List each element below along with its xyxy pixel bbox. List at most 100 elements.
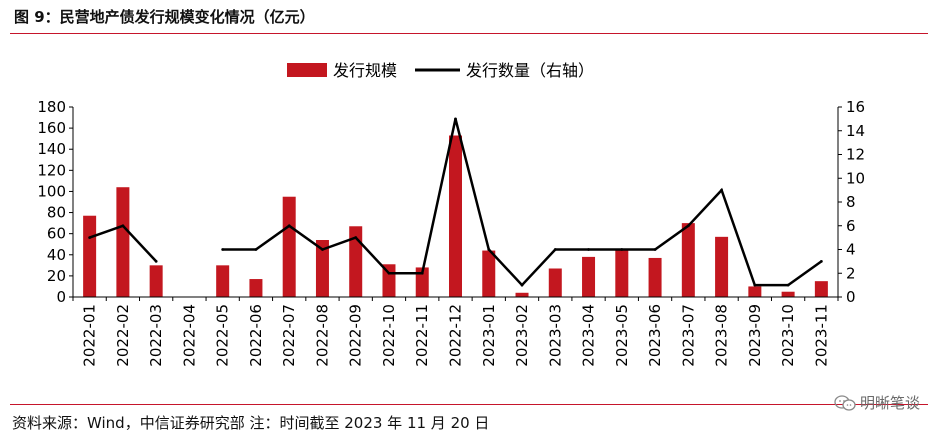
- y-right-tick-label: 8: [846, 193, 856, 211]
- y-right-tick-label: 2: [846, 264, 856, 282]
- watermark: 明晰笔谈: [834, 392, 920, 413]
- x-tick-label: 2022-11: [413, 304, 431, 367]
- bar: [315, 240, 329, 297]
- bar-series: [83, 135, 828, 297]
- y-right-tick-label: 14: [846, 122, 865, 140]
- bar: [116, 187, 130, 297]
- line-point: [487, 248, 491, 251]
- line-point: [154, 259, 158, 263]
- y-right-tick-label: 6: [846, 217, 856, 235]
- x-tick-label: 2023-04: [580, 304, 598, 367]
- bar: [681, 223, 695, 297]
- y-left-tick-label: 160: [37, 119, 66, 137]
- bar: [648, 257, 662, 297]
- line-point: [454, 117, 457, 121]
- line-point: [819, 259, 823, 263]
- bar: [715, 236, 729, 297]
- bar: [282, 196, 296, 297]
- x-tick-label: 2022-06: [247, 304, 265, 367]
- x-tick-label: 2022-09: [347, 304, 365, 367]
- bar: [249, 279, 263, 297]
- legend-bar-swatch: [287, 63, 327, 77]
- y-right-tick-label: 12: [846, 146, 865, 164]
- line-point: [653, 248, 657, 251]
- x-tick-label: 2022-04: [180, 304, 198, 367]
- legend-bar-label: 发行规模: [333, 61, 397, 80]
- x-tick-label: 2022-08: [313, 304, 331, 367]
- bar: [415, 267, 429, 297]
- line-point: [720, 188, 723, 192]
- y-axis-right: 0 2 4 6 8 10 12 14 16: [837, 98, 865, 306]
- y-left-tick-label: 0: [56, 288, 66, 306]
- bar: [548, 268, 562, 297]
- x-tick-label: 2022-02: [114, 304, 132, 367]
- y-left-tick-label: 180: [37, 98, 66, 116]
- line-point: [620, 248, 624, 251]
- line-point: [88, 236, 92, 240]
- x-tick-label: 2022-12: [447, 304, 465, 367]
- y-left-tick-label: 80: [47, 204, 66, 222]
- bar: [615, 249, 629, 297]
- y-left-tick-label: 20: [47, 267, 66, 285]
- chart-legend: 发行规模 发行数量（右轴）: [287, 61, 594, 80]
- x-tick-label: 2022-01: [81, 304, 99, 367]
- line-segment: [222, 118, 823, 287]
- wechat-icon: [834, 394, 856, 411]
- line-point: [254, 248, 258, 251]
- line-series: [88, 117, 823, 287]
- line-point: [287, 224, 291, 228]
- x-tick-label: 2023-03: [546, 304, 564, 367]
- y-right-tick-label: 4: [846, 241, 856, 259]
- x-tick-label: 2023-07: [679, 304, 697, 367]
- x-tick-label: 2023-06: [646, 304, 664, 367]
- bar: [781, 291, 795, 297]
- x-tick-label: 2022-10: [380, 304, 398, 367]
- line-point: [520, 283, 524, 287]
- line-point: [221, 248, 225, 251]
- x-tick-label: 2022-03: [147, 304, 165, 367]
- x-tick-label: 2022-07: [280, 304, 298, 367]
- line-point: [786, 283, 790, 287]
- legend-line-label: 发行数量（右轴）: [466, 61, 594, 80]
- x-tick-label: 2023-01: [480, 304, 498, 367]
- top-rule: [10, 33, 928, 34]
- line-point: [387, 271, 391, 275]
- y-left-tick-label: 60: [47, 225, 66, 243]
- line-point: [553, 248, 557, 251]
- y-right-tick-label: 16: [846, 98, 865, 116]
- y-right-tick-label: 0: [846, 288, 856, 306]
- line-point: [686, 224, 690, 228]
- watermark-text: 明晰笔谈: [859, 394, 920, 412]
- bar: [582, 256, 596, 297]
- x-tick-label: 2022-05: [214, 304, 232, 367]
- bar: [216, 265, 230, 297]
- bar: [349, 226, 363, 297]
- line-point: [321, 248, 324, 251]
- bar: [482, 250, 496, 297]
- line-point: [121, 224, 125, 228]
- y-left-tick-label: 140: [37, 140, 66, 158]
- bar: [515, 292, 529, 297]
- line-point: [354, 236, 358, 240]
- y-left-tick-label: 40: [47, 246, 66, 264]
- bar: [814, 281, 828, 297]
- y-left-tick-label: 100: [37, 182, 66, 200]
- x-tick-label: 2023-08: [713, 304, 731, 367]
- bar: [449, 135, 462, 297]
- figure-title: 图 9：民营地产债发行规模变化情况（亿元）: [14, 8, 315, 26]
- x-axis: 2022-01 2022-02 2022-03 2022-04 2022-05 2022-…: [72, 296, 839, 367]
- bar: [83, 215, 97, 297]
- line-point: [420, 271, 424, 275]
- bar: [748, 286, 762, 297]
- y-right-tick-label: 10: [846, 169, 865, 187]
- bottom-rule: [10, 404, 928, 405]
- line-point: [753, 283, 757, 287]
- y-axis-left: 0 20 40 60 80 100 120 140 160 180: [37, 98, 74, 306]
- source-note: 资料来源：Wind，中信证券研究部 注：时间截至 2023 年 11 月 20 …: [12, 414, 490, 432]
- x-tick-label: 2023-11: [812, 304, 830, 367]
- line-point: [587, 248, 590, 251]
- bar: [149, 265, 163, 297]
- x-tick-label: 2023-10: [779, 304, 797, 367]
- x-tick-label: 2023-09: [746, 304, 764, 367]
